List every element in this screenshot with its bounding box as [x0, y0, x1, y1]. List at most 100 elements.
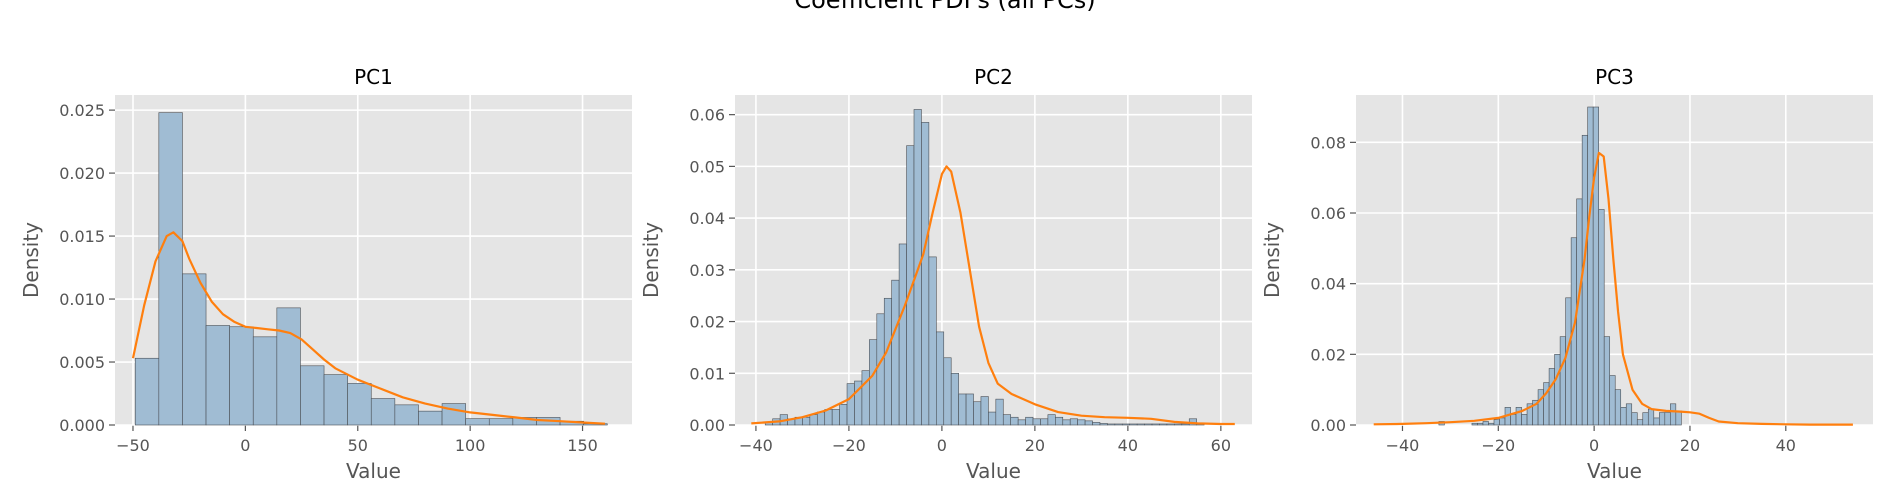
pc2-x-tick-label: −20: [832, 436, 866, 455]
pc2-histogram-bar: [995, 398, 1004, 426]
pc1-histogram-bar: [441, 403, 466, 426]
pc2-histogram-bar: [824, 409, 833, 426]
pc2-x-tick-label: −40: [739, 436, 773, 455]
pc3-x-tick-label: −40: [1386, 436, 1420, 455]
pc2-histogram-bar: [1129, 423, 1138, 426]
pc3-histogram-bar: [1675, 410, 1682, 426]
pc2-histogram-bar: [950, 372, 959, 426]
pc3-x-axis-label: Value: [1587, 459, 1642, 483]
pc2-x-axis-label: Value: [966, 459, 1021, 483]
pc2-histogram-bar: [1099, 423, 1108, 426]
pc3-histogram-bar: [1548, 368, 1555, 426]
pc1-x-tick-label: 100: [455, 436, 486, 455]
pc3-x-tick-label: 0: [1589, 436, 1599, 455]
pc3-histogram-bar: [1603, 336, 1611, 426]
pc3-histogram-bar: [1620, 407, 1627, 426]
pc1-histogram-bar: [252, 336, 278, 426]
pc3-x-tick-label: −20: [1481, 436, 1515, 455]
pc2-histogram-bar: [883, 297, 892, 426]
pc2-histogram-bar: [973, 401, 982, 426]
pc3-histogram-bar: [1587, 106, 1594, 426]
pc2-histogram-bar: [965, 393, 974, 426]
pc3-histogram-bar: [1559, 336, 1566, 426]
pc3-histogram-bar: [1521, 414, 1528, 426]
pc2-x-tick-label: 60: [1211, 436, 1231, 455]
pc2-histogram-bar: [1136, 423, 1145, 426]
pc2-histogram-bar: [876, 313, 885, 426]
pc3-histogram-bar: [1664, 412, 1671, 426]
pc1-x-tick-label: 150: [567, 436, 598, 455]
pc1-y-tick-label: 0.010: [59, 290, 105, 309]
pc2-x-tick-label: 20: [1025, 436, 1045, 455]
pc3-y-tick-label: 0.00: [1310, 416, 1346, 435]
pc3-histogram-bar: [1670, 403, 1677, 426]
pc2-histogram-bar: [980, 396, 989, 426]
pc1-histogram-bar: [134, 357, 160, 426]
pc3-y-tick-label: 0.02: [1310, 345, 1346, 364]
pc2-histogram-bar: [1017, 419, 1026, 426]
pc3-histogram-bar: [1598, 209, 1605, 426]
pc3-histogram-bar: [1636, 419, 1644, 426]
pc2-histogram-bar: [1107, 423, 1116, 426]
pc1-histogram-bar: [300, 365, 325, 426]
pc2-histogram-bar: [891, 279, 900, 426]
pc2-histogram-bar: [802, 416, 811, 426]
pc3-histogram-bar: [1471, 422, 1478, 426]
pc2-histogram-bar: [1166, 423, 1175, 426]
pc2-histogram-bar: [988, 411, 997, 426]
pc3-histogram-bar: [1653, 417, 1660, 426]
pc2-histogram-bar: [1181, 423, 1190, 426]
pc1-x-tick-label: 50: [348, 436, 368, 455]
pc3-subplot-title: PC3: [1595, 65, 1634, 89]
pc3-histogram-bar: [1477, 422, 1484, 426]
pc2-y-tick-label: 0.01: [689, 364, 725, 383]
pc3-axes: −40 −20 0 20 40 0.00 0.02 0.04 0.06 0.08 PC3 Value D…: [1260, 65, 1873, 483]
pc2-histogram-bar: [943, 357, 952, 426]
pc2-histogram-bar: [1010, 416, 1019, 426]
pc2-histogram-bar: [1144, 423, 1153, 426]
pc2-histogram-bar: [869, 339, 878, 426]
pc2-histogram-bar: [958, 393, 967, 426]
pc1-y-tick-label: 0.025: [59, 101, 105, 120]
pc1-histogram-bar: [465, 418, 490, 426]
pc1-y-tick-label: 0.015: [59, 227, 105, 246]
pc2-plot-area: [735, 95, 1252, 425]
pc1-histogram-bar: [418, 410, 443, 426]
pc1-histogram-bar: [323, 374, 348, 426]
pc2-histogram-bar: [1062, 419, 1071, 426]
pc1-y-tick-label: 0.000: [59, 416, 105, 435]
pc2-histogram-bar: [1040, 418, 1049, 426]
pc2-y-axis-label: Density: [639, 222, 663, 298]
pc2-histogram-bar: [1047, 414, 1056, 426]
pc2-histogram-bar: [921, 122, 930, 426]
pc3-histogram-bar: [1482, 421, 1489, 426]
pc3-y-tick-label: 0.06: [1310, 204, 1346, 223]
pc2-histogram-bar: [816, 411, 826, 426]
pc2-y-tick-label: 0.06: [689, 106, 725, 125]
pc3-kde-line: [1373, 151, 1853, 426]
pc2-histogram-bar: [1121, 423, 1131, 426]
pc1-histogram-bar: [370, 398, 396, 426]
pc3-histogram-bar: [1537, 389, 1544, 426]
pc3-histogram-bar: [1499, 417, 1506, 426]
pc2-histogram-bar: [928, 256, 937, 426]
pc3-y-tick-label: 0.08: [1310, 133, 1346, 152]
pc3-x-tick-label: 40: [1776, 436, 1796, 455]
pc1-histogram-bar: [347, 383, 372, 426]
pc3-histogram-bar: [1488, 422, 1495, 426]
pc3-x-tick-label: 20: [1680, 436, 1700, 455]
pc2-histogram-bar: [1069, 418, 1078, 426]
pc2-axes: −40 −20 0 20 40 60 0.00 0.01 0.02 0.03 0.04 0.05 0.0…: [639, 65, 1252, 483]
pc2-histogram-bar: [1055, 416, 1064, 426]
pc1-histogram-bar: [205, 325, 230, 426]
pc2-y-tick-label: 0.04: [689, 209, 725, 228]
pc2-histogram-bar: [1002, 414, 1012, 426]
pc3-y-axis-label: Density: [1260, 222, 1284, 298]
pc2-histogram-bar: [1084, 420, 1093, 426]
pc2-y-tick-label: 0.02: [689, 313, 725, 332]
pc1-subplot-title: PC1: [354, 65, 393, 89]
pc3-histogram-bar: [1554, 354, 1561, 426]
pc2-histogram-bar: [1114, 423, 1123, 426]
pc3-histogram-bar: [1510, 414, 1517, 426]
